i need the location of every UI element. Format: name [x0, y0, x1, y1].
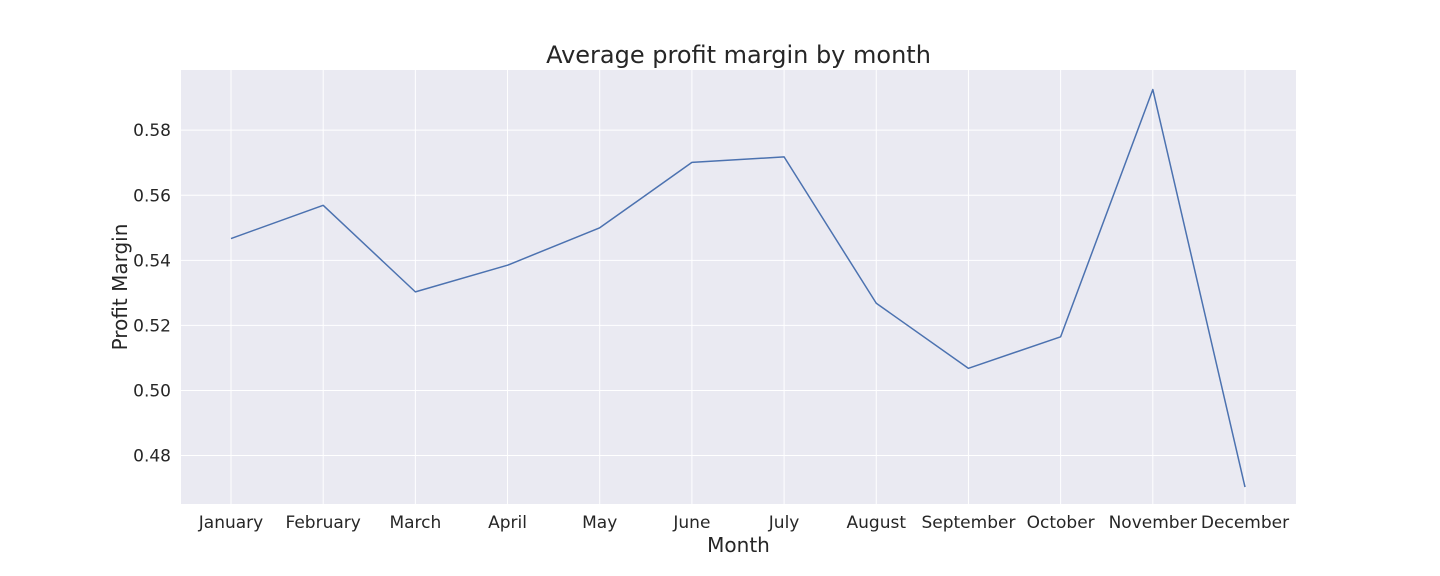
y-tick-label: 0.48: [133, 447, 171, 467]
x-tick-label: August: [847, 513, 907, 533]
x-tick-label: September: [921, 513, 1015, 533]
y-tick-label: 0.52: [133, 316, 171, 336]
chart-title: Average profit margin by month: [546, 41, 931, 69]
x-tick-label: December: [1201, 513, 1289, 533]
x-tick-label: January: [198, 513, 263, 533]
x-tick-label: November: [1109, 513, 1197, 533]
x-tick-label: July: [768, 513, 800, 533]
series-line: [230, 88, 1246, 488]
plot-area: [181, 70, 1296, 504]
series-layer: [230, 88, 1246, 488]
y-axis-title: Profit Margin: [108, 224, 132, 351]
y-tick-label: 0.56: [133, 186, 171, 206]
y-tick-label: 0.58: [133, 121, 171, 141]
x-tick-label: October: [1027, 513, 1095, 533]
x-tick-label: April: [488, 513, 527, 533]
y-axis-ticks: 0.48 0.50 0.52 0.54 0.56 0.58: [133, 121, 171, 466]
x-tick-label: February: [286, 513, 361, 533]
x-axis-ticks: January February March April May June July Augu…: [198, 513, 1289, 533]
grid-lines: [181, 70, 1296, 504]
x-tick-label: June: [672, 513, 710, 533]
y-tick-label: 0.54: [133, 251, 171, 271]
x-tick-label: March: [389, 513, 441, 533]
x-tick-label: May: [582, 513, 617, 533]
y-tick-label: 0.50: [133, 381, 171, 401]
x-axis-title: Month: [707, 533, 770, 557]
